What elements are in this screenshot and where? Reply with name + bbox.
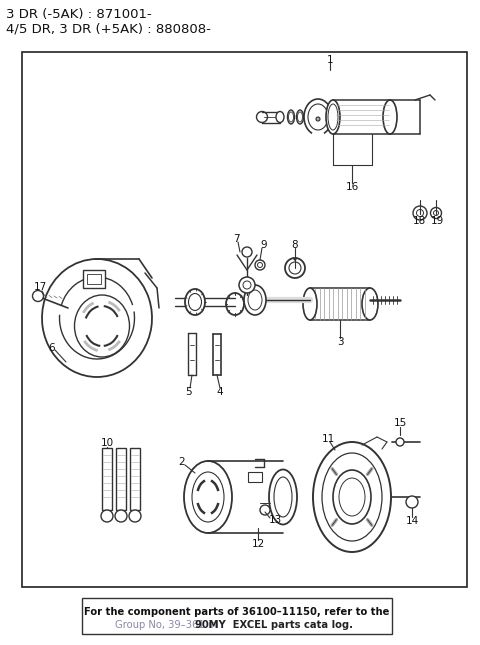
Ellipse shape	[276, 112, 284, 123]
Text: 19: 19	[431, 216, 444, 226]
Text: 2: 2	[179, 457, 185, 467]
Text: 90MY  EXCEL parts cata log.: 90MY EXCEL parts cata log.	[195, 620, 353, 630]
Text: 18: 18	[412, 216, 426, 226]
Text: 4: 4	[216, 387, 223, 397]
Text: 4/5 DR, 3 DR (+5AK) : 880808-: 4/5 DR, 3 DR (+5AK) : 880808-	[6, 22, 211, 35]
Ellipse shape	[226, 293, 244, 315]
Circle shape	[406, 496, 418, 508]
Circle shape	[260, 505, 270, 515]
Text: 12: 12	[252, 539, 264, 549]
Text: 1: 1	[327, 55, 333, 65]
Text: 11: 11	[322, 434, 335, 444]
FancyBboxPatch shape	[82, 598, 392, 634]
Bar	[130, 448, 140, 510]
Circle shape	[285, 258, 305, 278]
Bar	[83, 270, 105, 288]
Ellipse shape	[184, 461, 232, 533]
Ellipse shape	[362, 288, 378, 320]
Ellipse shape	[303, 288, 317, 320]
Ellipse shape	[383, 100, 397, 134]
Text: 15: 15	[394, 418, 407, 428]
Bar	[116, 448, 126, 510]
Circle shape	[239, 277, 255, 293]
Ellipse shape	[297, 110, 303, 124]
Text: 16: 16	[346, 182, 359, 192]
Ellipse shape	[269, 470, 297, 524]
Ellipse shape	[304, 99, 332, 135]
Circle shape	[33, 290, 44, 301]
Circle shape	[115, 510, 127, 522]
Text: 17: 17	[34, 282, 47, 292]
Ellipse shape	[288, 110, 295, 124]
Ellipse shape	[313, 442, 391, 552]
Text: 10: 10	[100, 438, 114, 448]
Text: 3 DR (-5AK) : 871001-: 3 DR (-5AK) : 871001-	[6, 8, 152, 21]
Text: 13: 13	[268, 515, 282, 525]
Text: 7: 7	[233, 234, 240, 244]
Circle shape	[242, 247, 252, 257]
Text: 3: 3	[336, 337, 343, 347]
Circle shape	[413, 206, 427, 220]
Bar	[87, 274, 101, 284]
Bar	[102, 448, 112, 510]
Circle shape	[431, 208, 442, 219]
Text: 14: 14	[406, 516, 419, 526]
Ellipse shape	[333, 470, 371, 524]
Text: 8: 8	[292, 240, 298, 250]
Text: For the component parts of 36100–11150, refer to the: For the component parts of 36100–11150, …	[84, 607, 390, 617]
Text: Group No, 39–361 in: Group No, 39–361 in	[115, 620, 220, 630]
Circle shape	[255, 260, 265, 270]
Circle shape	[316, 117, 320, 121]
Circle shape	[129, 510, 141, 522]
Text: 9: 9	[261, 240, 267, 250]
Text: 6: 6	[48, 343, 55, 353]
Text: 5: 5	[185, 387, 192, 397]
Circle shape	[101, 510, 113, 522]
Ellipse shape	[185, 289, 205, 315]
Ellipse shape	[305, 110, 312, 124]
Bar	[22, 52, 467, 587]
Ellipse shape	[244, 285, 266, 315]
Ellipse shape	[326, 100, 340, 134]
Circle shape	[256, 112, 267, 123]
Circle shape	[396, 438, 404, 446]
Bar	[248, 472, 262, 482]
